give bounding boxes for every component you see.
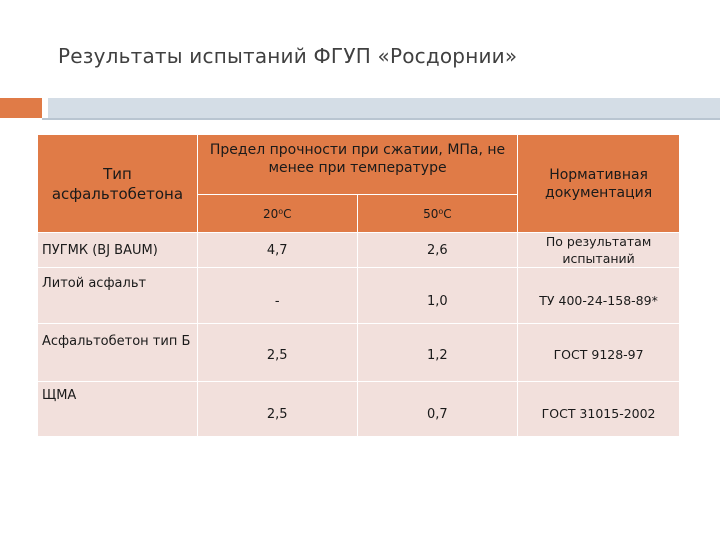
row-norm: ТУ 400-24-158-89* [517,267,680,324]
row-value-20: - [196,267,358,324]
header-strength: Предел прочности при сжатии, МПа, не мен… [196,134,519,195]
row-value-20: 2,5 [196,323,358,382]
row-value-20: 2,5 [196,381,358,437]
header-temp-20: 20⁰С [196,194,358,233]
header-type: Тип асфальтобетона [37,134,198,233]
row-norm: По результатам испытаний [517,232,680,268]
row-norm: ГОСТ 31015-2002 [517,381,680,437]
row-type: Асфальтобетон тип Б [37,323,198,382]
table-row: Литой асфальт - 1,0 ТУ 400-24-158-89* [37,267,680,324]
accent-bar-orange [0,98,42,118]
table-row: Асфальтобетон тип Б 2,5 1,2 ГОСТ 9128-97 [37,323,680,382]
row-value-20: 4,7 [196,232,358,268]
row-type: ПУГМК (BJ BAUM) [37,232,198,268]
row-value-50: 1,2 [356,323,519,382]
header-subrow: 20⁰С 50⁰С [38,194,680,233]
results-table: Тип асфальтобетона Предел прочности при … [37,134,680,437]
row-value-50: 1,0 [356,267,519,324]
header-norm: Нормативная документация [517,134,680,233]
slide-title: Результаты испытаний ФГУП «Росдорнии» [58,44,518,68]
header-row: Тип асфальтобетона Предел прочности при … [37,134,680,233]
row-type: ЩМА [37,381,198,437]
row-value-50: 0,7 [356,381,519,437]
header-temp-50: 50⁰С [356,194,519,233]
row-value-50: 2,6 [356,232,519,268]
row-type: Литой асфальт [37,267,198,324]
row-norm: ГОСТ 9128-97 [517,323,680,382]
table-row: ПУГМК (BJ BAUM) 4,7 2,6 По результатам и… [37,232,680,268]
accent-bar-blue [48,98,720,118]
accent-underline [42,118,720,120]
table-row: ЩМА 2,5 0,7 ГОСТ 31015-2002 [37,381,680,437]
